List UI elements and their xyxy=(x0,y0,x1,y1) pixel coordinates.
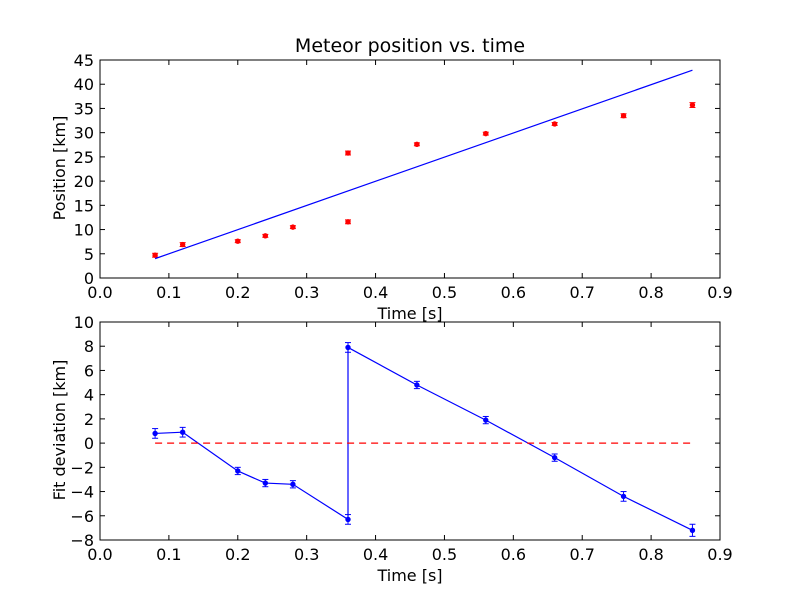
x-tick-label: 0.0 xyxy=(87,283,112,302)
data-point xyxy=(345,344,351,351)
y-tick-label: 35 xyxy=(74,99,94,118)
data-point xyxy=(262,233,269,239)
y-tick-label: −8 xyxy=(70,531,94,550)
x-tick-label: 0.7 xyxy=(569,545,594,564)
x-tick-label: 0.1 xyxy=(156,283,181,302)
y-axis-label: Position [km] xyxy=(50,116,69,221)
data-point xyxy=(179,429,186,435)
series-line xyxy=(155,346,693,531)
data-point xyxy=(290,481,296,487)
chart-title: Meteor position vs. time xyxy=(295,35,525,57)
deviation-chart: Time [s] Fit deviation [km] 0.0 0.1 0.2 0.3… xyxy=(50,313,733,585)
x-tick-label: 0.8 xyxy=(638,283,663,302)
data-point xyxy=(689,102,696,108)
x-tick-label: 0.9 xyxy=(707,545,732,564)
x-tick-label: 0.2 xyxy=(225,283,250,302)
x-tick-label: 0.4 xyxy=(363,283,388,302)
x-tick-label: 0.2 xyxy=(225,545,250,564)
x-tick-label: 0.6 xyxy=(501,283,526,302)
data-point xyxy=(483,417,489,423)
data-point xyxy=(235,468,241,474)
y-tick-label: −6 xyxy=(70,507,94,526)
series-line xyxy=(154,69,693,260)
y-axis-label: Fit deviation [km] xyxy=(50,360,69,501)
y-tick-label: 25 xyxy=(74,148,94,167)
y-tick-label: 4 xyxy=(84,386,94,405)
y-tick-label: 2 xyxy=(84,410,94,429)
data-point xyxy=(179,241,186,248)
x-axis-label: Time [s] xyxy=(376,304,442,323)
y-tick-label: 30 xyxy=(74,124,94,143)
y-tick-label: 40 xyxy=(74,75,94,94)
position-chart: Meteor position vs. time Time [s] Positi… xyxy=(50,35,733,323)
data-point xyxy=(483,130,489,137)
y-tick-label: 0 xyxy=(84,434,94,453)
data-point xyxy=(620,493,627,500)
data-point xyxy=(345,150,351,156)
data-point xyxy=(414,141,420,147)
axes-frame xyxy=(99,59,721,279)
x-tick-label: 0.8 xyxy=(638,545,663,564)
y-tick-label: 45 xyxy=(74,51,94,70)
data-point xyxy=(620,113,627,119)
data-point xyxy=(689,527,696,534)
data-point xyxy=(290,224,296,230)
y-tick-label: 15 xyxy=(74,196,94,215)
y-tick-label: −2 xyxy=(70,458,94,477)
x-tick-label: 0.4 xyxy=(363,545,388,564)
x-tick-label: 0.6 xyxy=(501,545,526,564)
y-tick-label: 5 xyxy=(84,245,94,264)
y-tick-label: 10 xyxy=(74,221,94,240)
x-tick-label: 0.1 xyxy=(156,545,181,564)
x-tick-label: 0.3 xyxy=(294,283,319,302)
axes-frame xyxy=(99,321,721,541)
x-axis-label: Time [s] xyxy=(376,566,442,585)
x-tick-label: 0.3 xyxy=(294,545,319,564)
data-point xyxy=(551,121,558,127)
data-point xyxy=(345,516,351,523)
y-tick-label: 6 xyxy=(84,361,94,380)
data-point xyxy=(235,238,241,244)
y-tick-label: 8 xyxy=(84,337,94,356)
data-point xyxy=(262,480,269,486)
x-tick-label: 0.7 xyxy=(569,283,594,302)
x-tick-label: 0.5 xyxy=(432,545,457,564)
x-tick-label: 0.5 xyxy=(432,283,457,302)
y-tick-label: −4 xyxy=(70,483,94,502)
y-tick-label: 20 xyxy=(74,172,94,191)
y-tick-label: 10 xyxy=(74,313,94,332)
data-point xyxy=(551,454,558,461)
x-tick-label: 0.9 xyxy=(707,283,732,302)
data-point xyxy=(345,219,351,225)
data-point xyxy=(414,382,420,388)
data-point xyxy=(152,252,158,258)
x-tick-label: 0.0 xyxy=(87,545,112,564)
data-point xyxy=(152,430,158,437)
y-tick-label: 0 xyxy=(84,269,94,288)
